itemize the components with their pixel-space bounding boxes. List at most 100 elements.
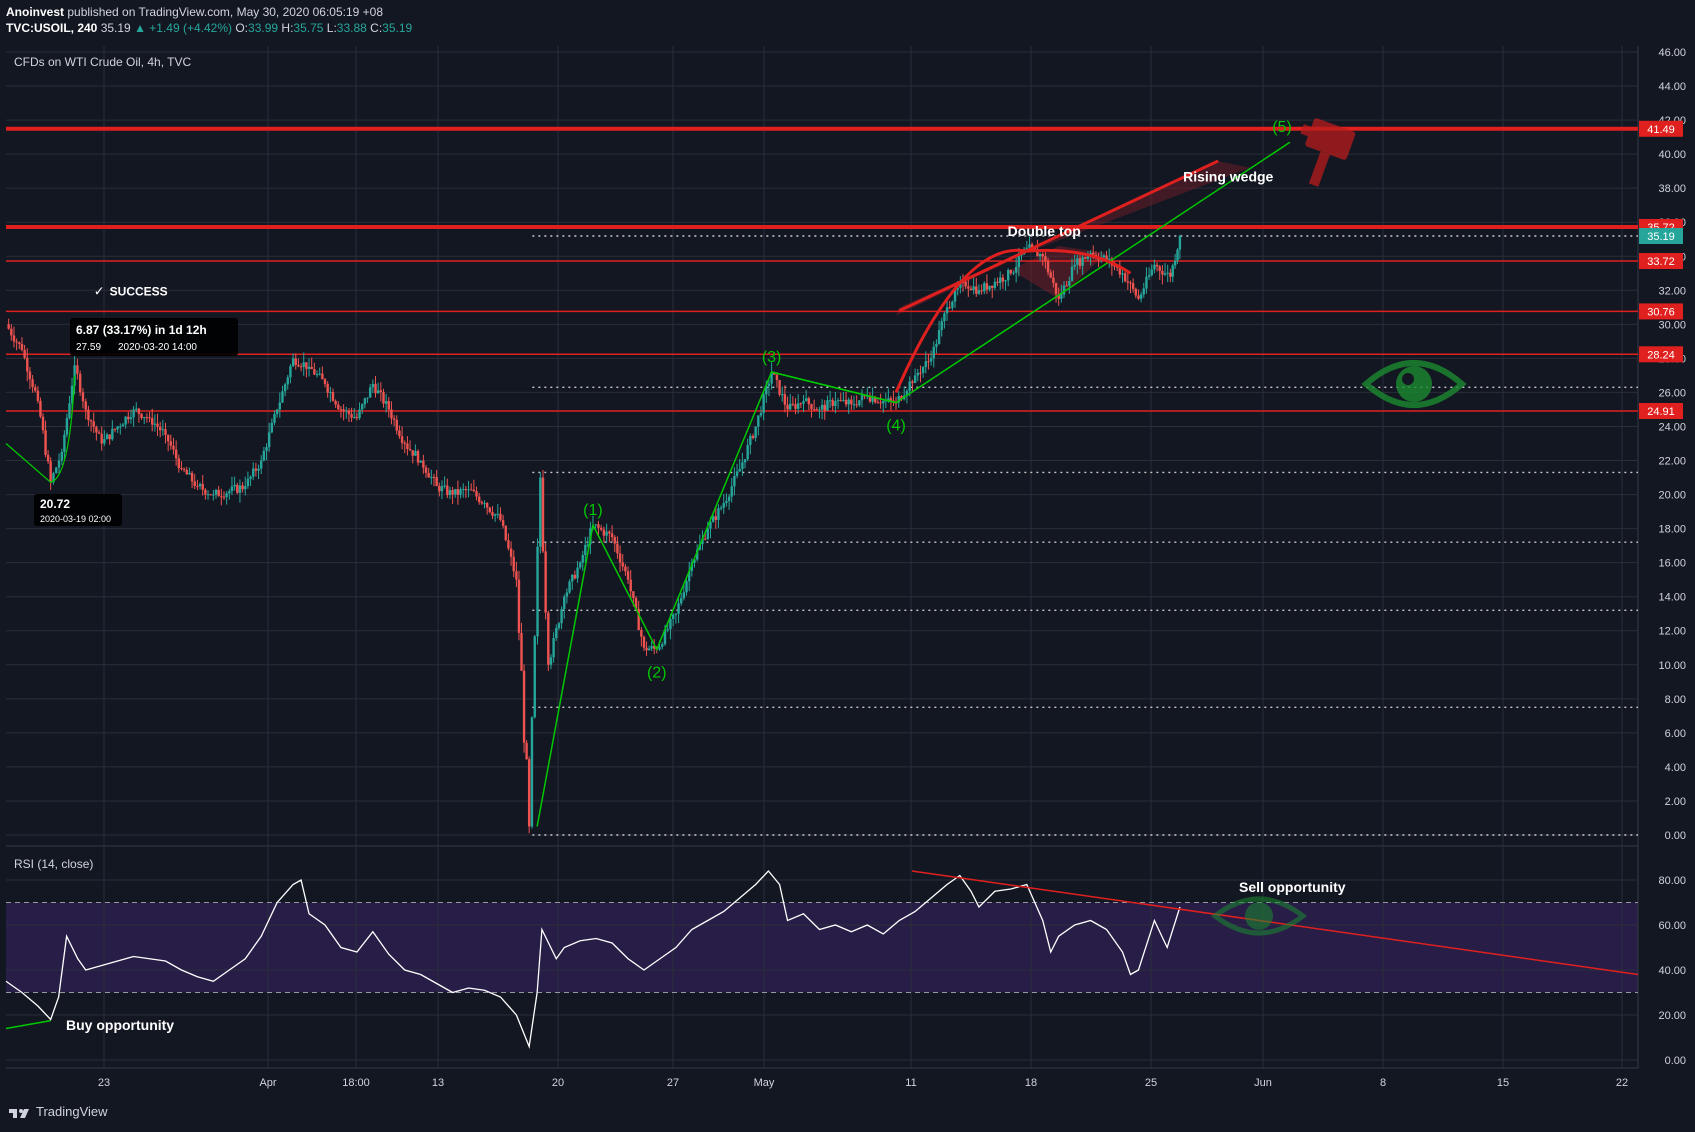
candle-body — [887, 398, 890, 401]
candle-body — [517, 579, 521, 633]
double-top-label: Double top — [1008, 223, 1081, 239]
candle-body — [182, 469, 186, 471]
candle-body — [937, 330, 941, 344]
candle-body — [645, 647, 648, 651]
candle-body — [687, 571, 691, 582]
y-tick-label: 8.00 — [1665, 694, 1686, 706]
candle-body — [658, 646, 661, 650]
candle-body — [291, 358, 295, 367]
candle-body — [1105, 255, 1108, 260]
candle-body — [1118, 267, 1122, 275]
candle-body — [339, 409, 343, 411]
low-box — [34, 494, 122, 526]
tradingview-logo[interactable]: TradingView — [8, 1104, 108, 1119]
candle-body — [520, 632, 523, 671]
candle-body — [642, 636, 646, 648]
candle-body — [201, 484, 204, 490]
candle-body — [680, 598, 683, 604]
rsi-pane-title: RSI (14, close) — [14, 857, 93, 871]
candle-body — [608, 531, 611, 534]
candle-body — [81, 392, 85, 402]
x-tick-label: 18 — [1025, 1077, 1037, 1089]
candle-body — [190, 472, 194, 482]
candle-body — [879, 402, 882, 404]
candle-body — [911, 381, 914, 384]
candle-body — [972, 286, 975, 291]
candle-body — [584, 544, 587, 556]
candle-body — [491, 512, 494, 516]
candle-body — [889, 398, 893, 401]
y-tick-label: 26.00 — [1658, 387, 1686, 399]
author-name[interactable]: Anoinvest — [6, 5, 65, 19]
candle-body — [709, 521, 712, 529]
candle-body — [390, 409, 393, 419]
candle-body — [1134, 288, 1137, 296]
candle-body — [456, 489, 460, 495]
candle-body — [1142, 288, 1145, 295]
candle-body — [1158, 266, 1161, 271]
candle-body — [57, 460, 61, 468]
eye-iris — [1396, 366, 1432, 402]
candle-body — [781, 394, 784, 396]
candle-body — [685, 581, 688, 593]
candle-body — [376, 390, 380, 394]
buy-opportunity-label: Buy opportunity — [66, 1017, 174, 1033]
candle-body — [366, 397, 369, 399]
candle-body — [275, 409, 279, 415]
candle-body — [1046, 261, 1050, 273]
candle-body — [695, 549, 699, 560]
candle-body — [624, 566, 627, 572]
candle-body — [212, 494, 215, 496]
symbol-label[interactable]: TVC:USOIL, 240 — [6, 21, 98, 35]
candle-body — [783, 394, 787, 405]
candle-body — [196, 485, 199, 487]
candle-body — [831, 400, 834, 407]
candle-body — [1014, 267, 1018, 273]
candle-body — [637, 608, 640, 631]
candle-body — [446, 485, 449, 496]
sell-opportunity-label: Sell opportunity — [1239, 879, 1346, 895]
candle-body — [1161, 270, 1164, 275]
candle-body — [217, 489, 220, 497]
candle-body — [345, 410, 348, 412]
candle-body — [305, 362, 308, 369]
candle-body — [967, 286, 970, 289]
candle-body — [876, 402, 880, 404]
candle-body — [172, 445, 175, 450]
tradingview-logo-icon — [9, 1108, 29, 1118]
candle-body — [153, 423, 157, 425]
candle-body — [847, 399, 850, 405]
candle-body — [1086, 256, 1090, 259]
rsi-eye-icon — [1210, 896, 1308, 936]
candle-body — [161, 429, 165, 431]
candle-body — [113, 428, 117, 430]
candle-body — [818, 409, 821, 411]
y-tick-label: 38.00 — [1658, 183, 1686, 195]
candle-body — [815, 409, 818, 411]
candle-body — [629, 579, 632, 592]
candle-body — [358, 409, 361, 418]
candle-body — [265, 447, 268, 451]
candle-body — [273, 414, 276, 423]
candle-body — [443, 485, 446, 487]
candle-body — [599, 527, 603, 530]
double-top-arc — [894, 248, 1132, 394]
success-label: SUCCESS — [110, 284, 168, 298]
candle-body — [411, 450, 414, 456]
candle-body — [1049, 272, 1052, 278]
candle-body — [605, 531, 608, 536]
eye-outline — [1361, 360, 1467, 408]
candle-body — [132, 409, 135, 418]
candle-body — [541, 477, 545, 552]
candle-body — [108, 434, 111, 440]
candle-body — [297, 364, 300, 367]
candle-body — [640, 630, 643, 637]
candle-body — [852, 404, 856, 406]
rsi-line — [5, 870, 1181, 1049]
candle-body — [140, 413, 143, 418]
candle-body — [406, 443, 409, 449]
candle-body — [1121, 273, 1124, 275]
candle-body — [246, 478, 250, 487]
success-check-icon: ✓ — [94, 283, 105, 298]
